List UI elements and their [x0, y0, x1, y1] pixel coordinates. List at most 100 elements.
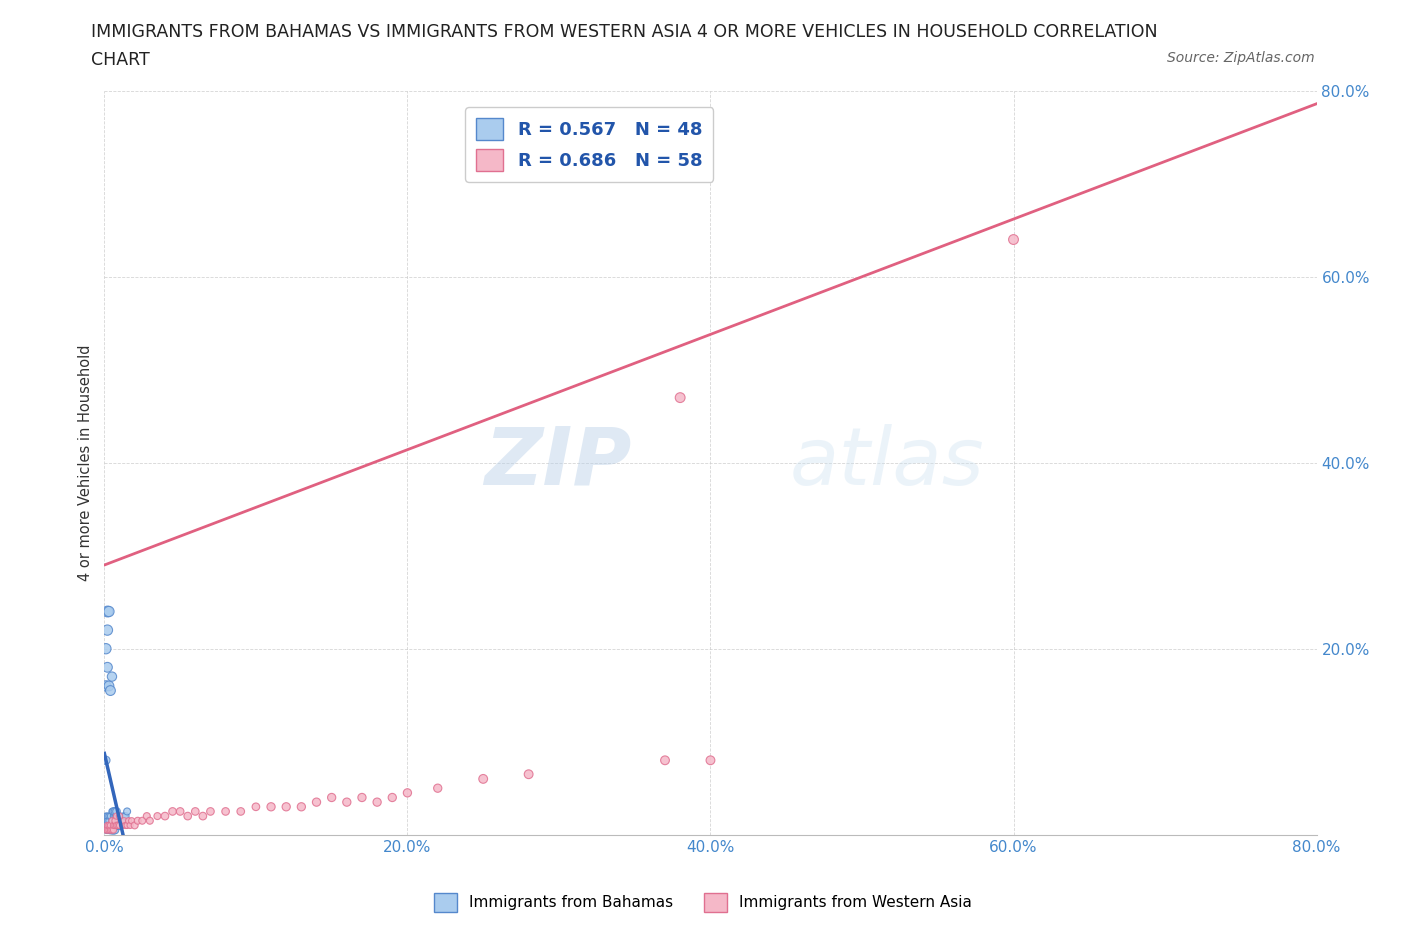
Point [101, 804, 124, 819]
Point [336, 795, 359, 810]
Point [184, 804, 207, 819]
Point [100, 684, 122, 698]
Point [101, 814, 124, 829]
Point [103, 823, 125, 838]
Point [108, 818, 131, 833]
Point [105, 818, 128, 833]
Point [97, 823, 120, 838]
Point [426, 781, 449, 796]
Point [96, 818, 118, 833]
Point [97, 818, 120, 833]
Point [101, 823, 124, 838]
Point [94, 818, 117, 833]
Point [517, 767, 540, 782]
Point [177, 809, 200, 824]
Point [135, 809, 157, 824]
Point [100, 818, 122, 833]
Point [229, 804, 252, 819]
Point [94, 823, 117, 838]
Point [305, 795, 328, 810]
Point [105, 818, 128, 833]
Point [107, 818, 129, 833]
Point [131, 814, 153, 829]
Point [1002, 232, 1025, 247]
Point [169, 804, 191, 819]
Point [104, 823, 127, 838]
Point [200, 804, 222, 819]
Point [97, 818, 120, 833]
Point [100, 823, 122, 838]
Point [96, 623, 118, 638]
Point [103, 818, 125, 833]
Text: Source: ZipAtlas.com: Source: ZipAtlas.com [1167, 51, 1315, 65]
Point [100, 818, 122, 833]
Point [101, 670, 124, 684]
Point [107, 818, 129, 833]
Point [290, 800, 312, 815]
Point [381, 790, 404, 805]
Point [105, 804, 128, 819]
Point [104, 814, 127, 829]
Point [191, 809, 214, 824]
Point [108, 809, 131, 824]
Point [104, 818, 127, 833]
Point [96, 823, 118, 838]
Point [654, 753, 676, 768]
Point [107, 809, 129, 824]
Point [105, 809, 128, 824]
Point [96, 604, 118, 619]
Point [124, 818, 146, 833]
Point [472, 772, 495, 787]
Point [94, 753, 117, 768]
Point [162, 804, 184, 819]
Point [96, 814, 118, 829]
Text: CHART: CHART [91, 51, 150, 69]
Point [97, 809, 120, 824]
Point [94, 679, 117, 694]
Point [117, 814, 139, 829]
Point [96, 660, 118, 675]
Point [366, 795, 388, 810]
Point [103, 804, 125, 819]
Point [104, 818, 127, 833]
Text: IMMIGRANTS FROM BAHAMAS VS IMMIGRANTS FROM WESTERN ASIA 4 OR MORE VEHICLES IN HO: IMMIGRANTS FROM BAHAMAS VS IMMIGRANTS FR… [91, 23, 1159, 41]
Point [94, 642, 117, 657]
Point [97, 604, 120, 619]
Point [127, 814, 149, 829]
Legend: Immigrants from Bahamas, Immigrants from Western Asia: Immigrants from Bahamas, Immigrants from… [427, 887, 979, 918]
Point [112, 809, 135, 824]
Y-axis label: 4 or more Vehicles in Household: 4 or more Vehicles in Household [79, 344, 93, 581]
Text: atlas: atlas [789, 424, 984, 501]
Point [103, 809, 125, 824]
Point [96, 809, 118, 824]
Point [97, 823, 120, 838]
Point [104, 804, 127, 819]
Point [153, 809, 176, 824]
Point [96, 818, 118, 833]
Point [121, 814, 143, 829]
Point [101, 823, 124, 838]
Point [139, 814, 162, 829]
Point [245, 800, 267, 815]
Point [669, 391, 692, 405]
Point [103, 823, 125, 838]
Point [100, 823, 122, 838]
Point [104, 809, 127, 824]
Point [260, 800, 283, 815]
Point [94, 809, 117, 824]
Point [100, 809, 122, 824]
Point [103, 818, 125, 833]
Point [115, 818, 138, 833]
Point [111, 814, 134, 829]
Point [108, 809, 131, 824]
Point [108, 818, 131, 833]
Point [120, 818, 142, 833]
Point [114, 818, 136, 833]
Legend: R = 0.567   N = 48, R = 0.686   N = 58: R = 0.567 N = 48, R = 0.686 N = 58 [465, 107, 713, 182]
Point [396, 786, 419, 801]
Point [101, 814, 124, 829]
Point [110, 814, 132, 829]
Point [350, 790, 373, 805]
Point [276, 800, 298, 815]
Point [96, 823, 118, 838]
